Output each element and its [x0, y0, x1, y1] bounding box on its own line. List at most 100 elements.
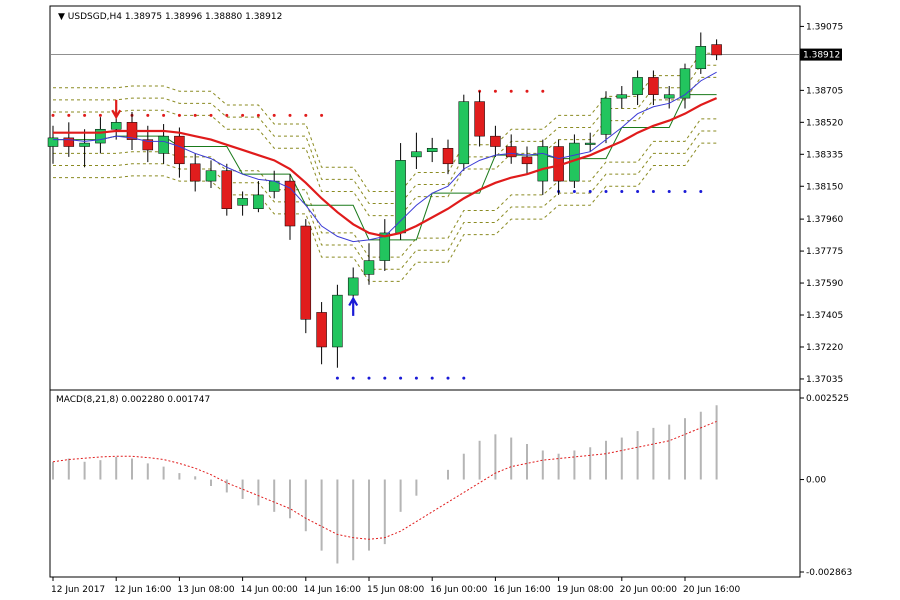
bull-candle-body — [632, 77, 643, 95]
time-tick-label: 14 Jun 16:00 — [304, 585, 361, 595]
support-dot — [651, 189, 655, 193]
bull-candle-body — [411, 151, 422, 158]
time-tick-label: 20 Jun 00:00 — [620, 585, 677, 595]
main-chart-frame — [49, 5, 801, 391]
current-price-text: 1.38912 — [803, 51, 840, 61]
macd-label: MACD(8,21,8) 0.002280 0.001747 — [56, 395, 210, 405]
time-tick-label: 19 Jun 08:00 — [557, 585, 614, 595]
bull-candle-body — [205, 170, 217, 182]
bull-candle-body — [79, 142, 90, 147]
support-dot — [335, 376, 339, 380]
buy-arrow-icon — [348, 296, 359, 316]
bull-candle-body — [395, 160, 406, 234]
resistance-dot — [256, 113, 260, 117]
bear-candle-body — [316, 312, 327, 348]
price-tick-label: 1.37035 — [806, 375, 843, 385]
support-dot — [446, 376, 450, 380]
envelope-band-line — [53, 142, 717, 282]
bear-candle-body — [442, 147, 454, 165]
support-dot — [414, 376, 418, 380]
bear-candle-body — [63, 137, 75, 147]
bull-candle-body — [695, 46, 707, 70]
macd-tick-label: 0.002525 — [806, 394, 849, 404]
resistance-dot — [509, 89, 513, 93]
bull-candle-body — [663, 94, 675, 99]
bull-candle-body — [158, 135, 169, 154]
bear-candle-body — [300, 225, 312, 320]
bear-candle-body — [221, 170, 233, 209]
bull-candle-body — [458, 101, 470, 165]
resistance-dot — [193, 113, 197, 117]
bear-candle-body — [521, 156, 533, 165]
envelope-band-line — [53, 64, 717, 205]
price-tick-label: 1.37220 — [806, 343, 843, 353]
resistance-dot — [304, 113, 308, 117]
macd-axis: 0.002525 0.00 -0.002863 — [800, 394, 852, 578]
bear-candle-body — [648, 77, 659, 95]
bull-candle-body — [237, 198, 248, 206]
resistance-dot — [288, 113, 292, 117]
support-dot — [683, 189, 687, 193]
support-dot — [399, 376, 403, 380]
bull-candle-body — [95, 128, 106, 144]
signal-dots — [51, 89, 703, 380]
sell-arrow-icon — [111, 99, 122, 120]
dropdown-triangle-icon[interactable]: ▼ — [58, 12, 68, 22]
bull-candle-body — [537, 146, 549, 182]
time-tick-label: 12 Jun 2017 — [51, 585, 105, 595]
bear-candle-body — [711, 44, 722, 56]
bull-candle-body — [47, 137, 59, 147]
ohlc-text: 1.38975 1.38996 1.38880 1.38912 — [125, 12, 282, 22]
support-dot — [699, 189, 703, 193]
resistance-dot — [209, 113, 213, 117]
time-tick-label: 15 Jun 08:00 — [367, 585, 424, 595]
price-tick-label: 1.38705 — [806, 86, 843, 96]
time-tick-label: 16 Jun 16:00 — [493, 585, 550, 595]
bull-candle-body — [347, 277, 359, 296]
resistance-dot — [162, 113, 166, 117]
support-dot — [462, 376, 466, 380]
support-dot — [636, 189, 640, 193]
bear-candle-body — [490, 135, 501, 147]
time-tick-label: 14 Jun 00:00 — [241, 585, 298, 595]
macd-tick-label: -0.002863 — [806, 568, 852, 578]
support-dot — [667, 189, 671, 193]
resistance-dot — [146, 113, 150, 117]
symbol-text: USDSGD,H4 — [68, 12, 122, 22]
candles — [47, 32, 722, 368]
time-axis: 12 Jun 2017 12 Jun 16:00 13 Jun 08:00 14 Ju… — [51, 577, 740, 595]
resistance-dot — [541, 89, 545, 93]
macd-tick-label: 0.00 — [806, 476, 826, 486]
support-dot — [588, 189, 592, 193]
resistance-dot — [525, 89, 529, 93]
time-tick-label: 13 Jun 08:00 — [177, 585, 234, 595]
resistance-dot — [493, 89, 497, 93]
support-dot — [367, 376, 371, 380]
macd-series — [52, 405, 718, 564]
symbol-label: ▼ USDSGD,H4 1.38975 1.38996 1.38880 1.38… — [58, 12, 282, 22]
time-tick-label: 20 Jun 16:00 — [683, 585, 740, 595]
price-tick-label: 1.38150 — [806, 182, 843, 192]
resistance-dot — [225, 113, 229, 117]
resistance-dot — [320, 113, 324, 117]
bull-candle-body — [363, 260, 375, 275]
bull-candle-body — [426, 147, 438, 152]
bear-candle-body — [284, 180, 296, 227]
resistance-dot — [67, 113, 71, 117]
time-tick-label: 12 Jun 16:00 — [114, 585, 171, 595]
price-tick-label: 1.37775 — [806, 247, 843, 257]
support-dot — [383, 376, 387, 380]
bull-candle-body — [253, 194, 264, 209]
resistance-dot — [83, 113, 87, 117]
bull-candle-body — [110, 122, 122, 130]
slow-ma-line — [53, 97, 718, 238]
signal-arrows — [111, 99, 359, 316]
bull-candle-body — [679, 68, 691, 99]
bear-candle-body — [174, 135, 185, 165]
bear-candle-body — [142, 139, 154, 151]
price-tick-label: 1.39075 — [806, 22, 843, 32]
macd-panel-frame — [49, 389, 801, 578]
bear-candle-body — [189, 163, 201, 182]
bull-candle-body — [332, 294, 343, 348]
bull-candle-body — [600, 97, 612, 135]
